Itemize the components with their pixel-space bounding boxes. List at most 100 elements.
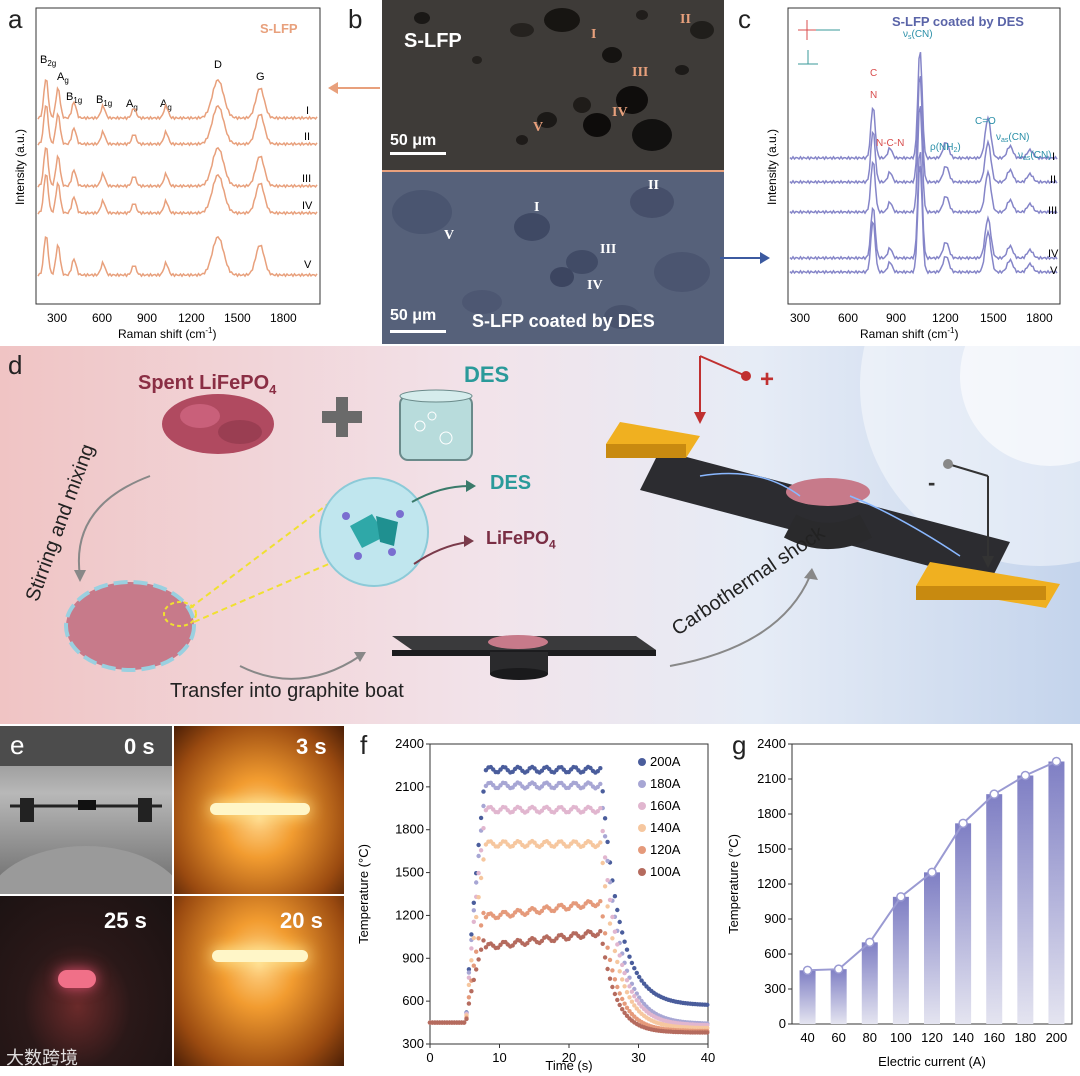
trend-point — [1051, 756, 1062, 767]
bar — [892, 896, 909, 1024]
spectrum-trace — [37, 235, 318, 278]
spectrum-trace — [789, 76, 1058, 185]
x-tick-label: 40 — [701, 1050, 715, 1065]
series-100A — [427, 929, 710, 1035]
data-point — [581, 785, 586, 790]
data-point — [588, 781, 593, 786]
bar — [924, 872, 940, 1024]
data-point — [476, 842, 481, 848]
legend-marker — [638, 846, 646, 854]
data-point — [617, 991, 622, 996]
tick-label: 600 — [838, 311, 858, 325]
data-point — [517, 840, 523, 845]
data-point — [476, 957, 481, 962]
annotation-label: νas(CN) — [1018, 150, 1052, 162]
annotation-label: νs(CN) — [903, 29, 933, 41]
data-point — [478, 923, 484, 928]
legend-marker — [638, 780, 646, 788]
spectrum-trace — [37, 104, 318, 147]
x-tick-label: 100 — [890, 1030, 912, 1045]
peak-label: B1g — [96, 94, 112, 108]
y-tick-label: 1800 — [395, 822, 424, 837]
data-point — [539, 768, 545, 773]
data-point — [461, 1020, 467, 1025]
peak-label: B1g — [66, 91, 82, 105]
spectrum-trace — [37, 173, 318, 216]
spent-lfp-sub: 4 — [269, 382, 277, 397]
x-tick-label: 180 — [1014, 1030, 1036, 1045]
molecule-structure-icon — [798, 20, 840, 65]
data-point — [481, 803, 486, 809]
point-label: IV — [612, 105, 628, 120]
panel-a-ylabel: Intensity (a.u.) — [13, 129, 27, 205]
data-point — [478, 947, 484, 952]
data-point — [495, 915, 501, 920]
legend: 200A 180A 160A 140A 120A 100A — [638, 754, 681, 879]
data-point — [510, 843, 515, 849]
lfp-arrow-label: LiFePO4 — [486, 528, 556, 552]
data-point — [624, 947, 630, 952]
data-point — [474, 880, 479, 885]
tick-label: 300 — [790, 311, 810, 325]
data-point — [615, 984, 620, 990]
point-label: I — [591, 27, 597, 42]
legend-label: 120A — [650, 842, 681, 857]
panel-letter-b: b — [348, 4, 363, 34]
trace-label: III — [302, 173, 311, 185]
y-tick-label: 1200 — [395, 907, 424, 922]
data-point — [629, 999, 635, 1004]
data-point — [610, 936, 615, 941]
data-point — [474, 914, 479, 920]
bar — [986, 794, 1003, 1024]
data-point — [612, 894, 618, 899]
data-point — [705, 1002, 710, 1007]
spent-lfp-label: Spent LiFePO4 — [138, 372, 276, 397]
raman-chart-slfp: S-LFP Intensity (a.u.) Raman shift (cm-1… — [13, 7, 380, 341]
y-tick-label: 1800 — [757, 806, 786, 821]
tick-label: 1800 — [270, 311, 297, 325]
scalebar-bottom-label: 50 μm — [390, 307, 437, 324]
data-point — [554, 906, 559, 911]
data-point — [469, 946, 474, 951]
transfer-label: Transfer into graphite boat — [170, 680, 404, 702]
legend-marker — [638, 824, 646, 832]
data-point — [612, 977, 618, 982]
annotation-label: C — [870, 68, 877, 79]
data-point — [476, 870, 481, 876]
data-point — [605, 904, 610, 909]
data-point — [495, 945, 501, 950]
spent-lfp-particles-icon — [162, 394, 274, 454]
data-point — [605, 839, 610, 845]
spectrum-trace — [37, 78, 318, 121]
scalebar-bottom — [390, 330, 446, 333]
frame-time-label: 0 s — [124, 734, 155, 759]
panel-a-xlabel: Raman shift (cm-1) — [118, 326, 216, 341]
y-tick-label: 300 — [402, 1036, 424, 1051]
tick-label: 900 — [137, 311, 157, 325]
data-point — [517, 805, 523, 811]
data-point — [632, 966, 637, 971]
data-point — [598, 899, 603, 904]
data-point — [600, 860, 605, 866]
data-point — [478, 875, 484, 881]
y-tick-label: 0 — [779, 1016, 786, 1031]
data-point — [620, 996, 625, 1002]
y-axis-label: Temperature (°C) — [726, 834, 741, 934]
bar — [1017, 775, 1034, 1024]
bar — [799, 970, 816, 1024]
data-point — [617, 919, 622, 925]
curved-arrow-icon — [239, 655, 361, 680]
trace-label: IV — [1048, 248, 1059, 260]
y-tick-label: 900 — [402, 950, 424, 965]
data-point — [622, 970, 627, 976]
panel-letter-a: a — [8, 4, 23, 34]
lfp-text: LiFePO — [486, 528, 550, 548]
data-point — [598, 840, 603, 845]
data-point — [581, 904, 586, 909]
data-point — [602, 816, 608, 821]
data-point — [581, 769, 586, 774]
data-point — [595, 843, 600, 848]
annotation-label: ρ(NH2) — [930, 142, 961, 154]
trend-point — [865, 937, 875, 948]
bar — [861, 942, 878, 1024]
